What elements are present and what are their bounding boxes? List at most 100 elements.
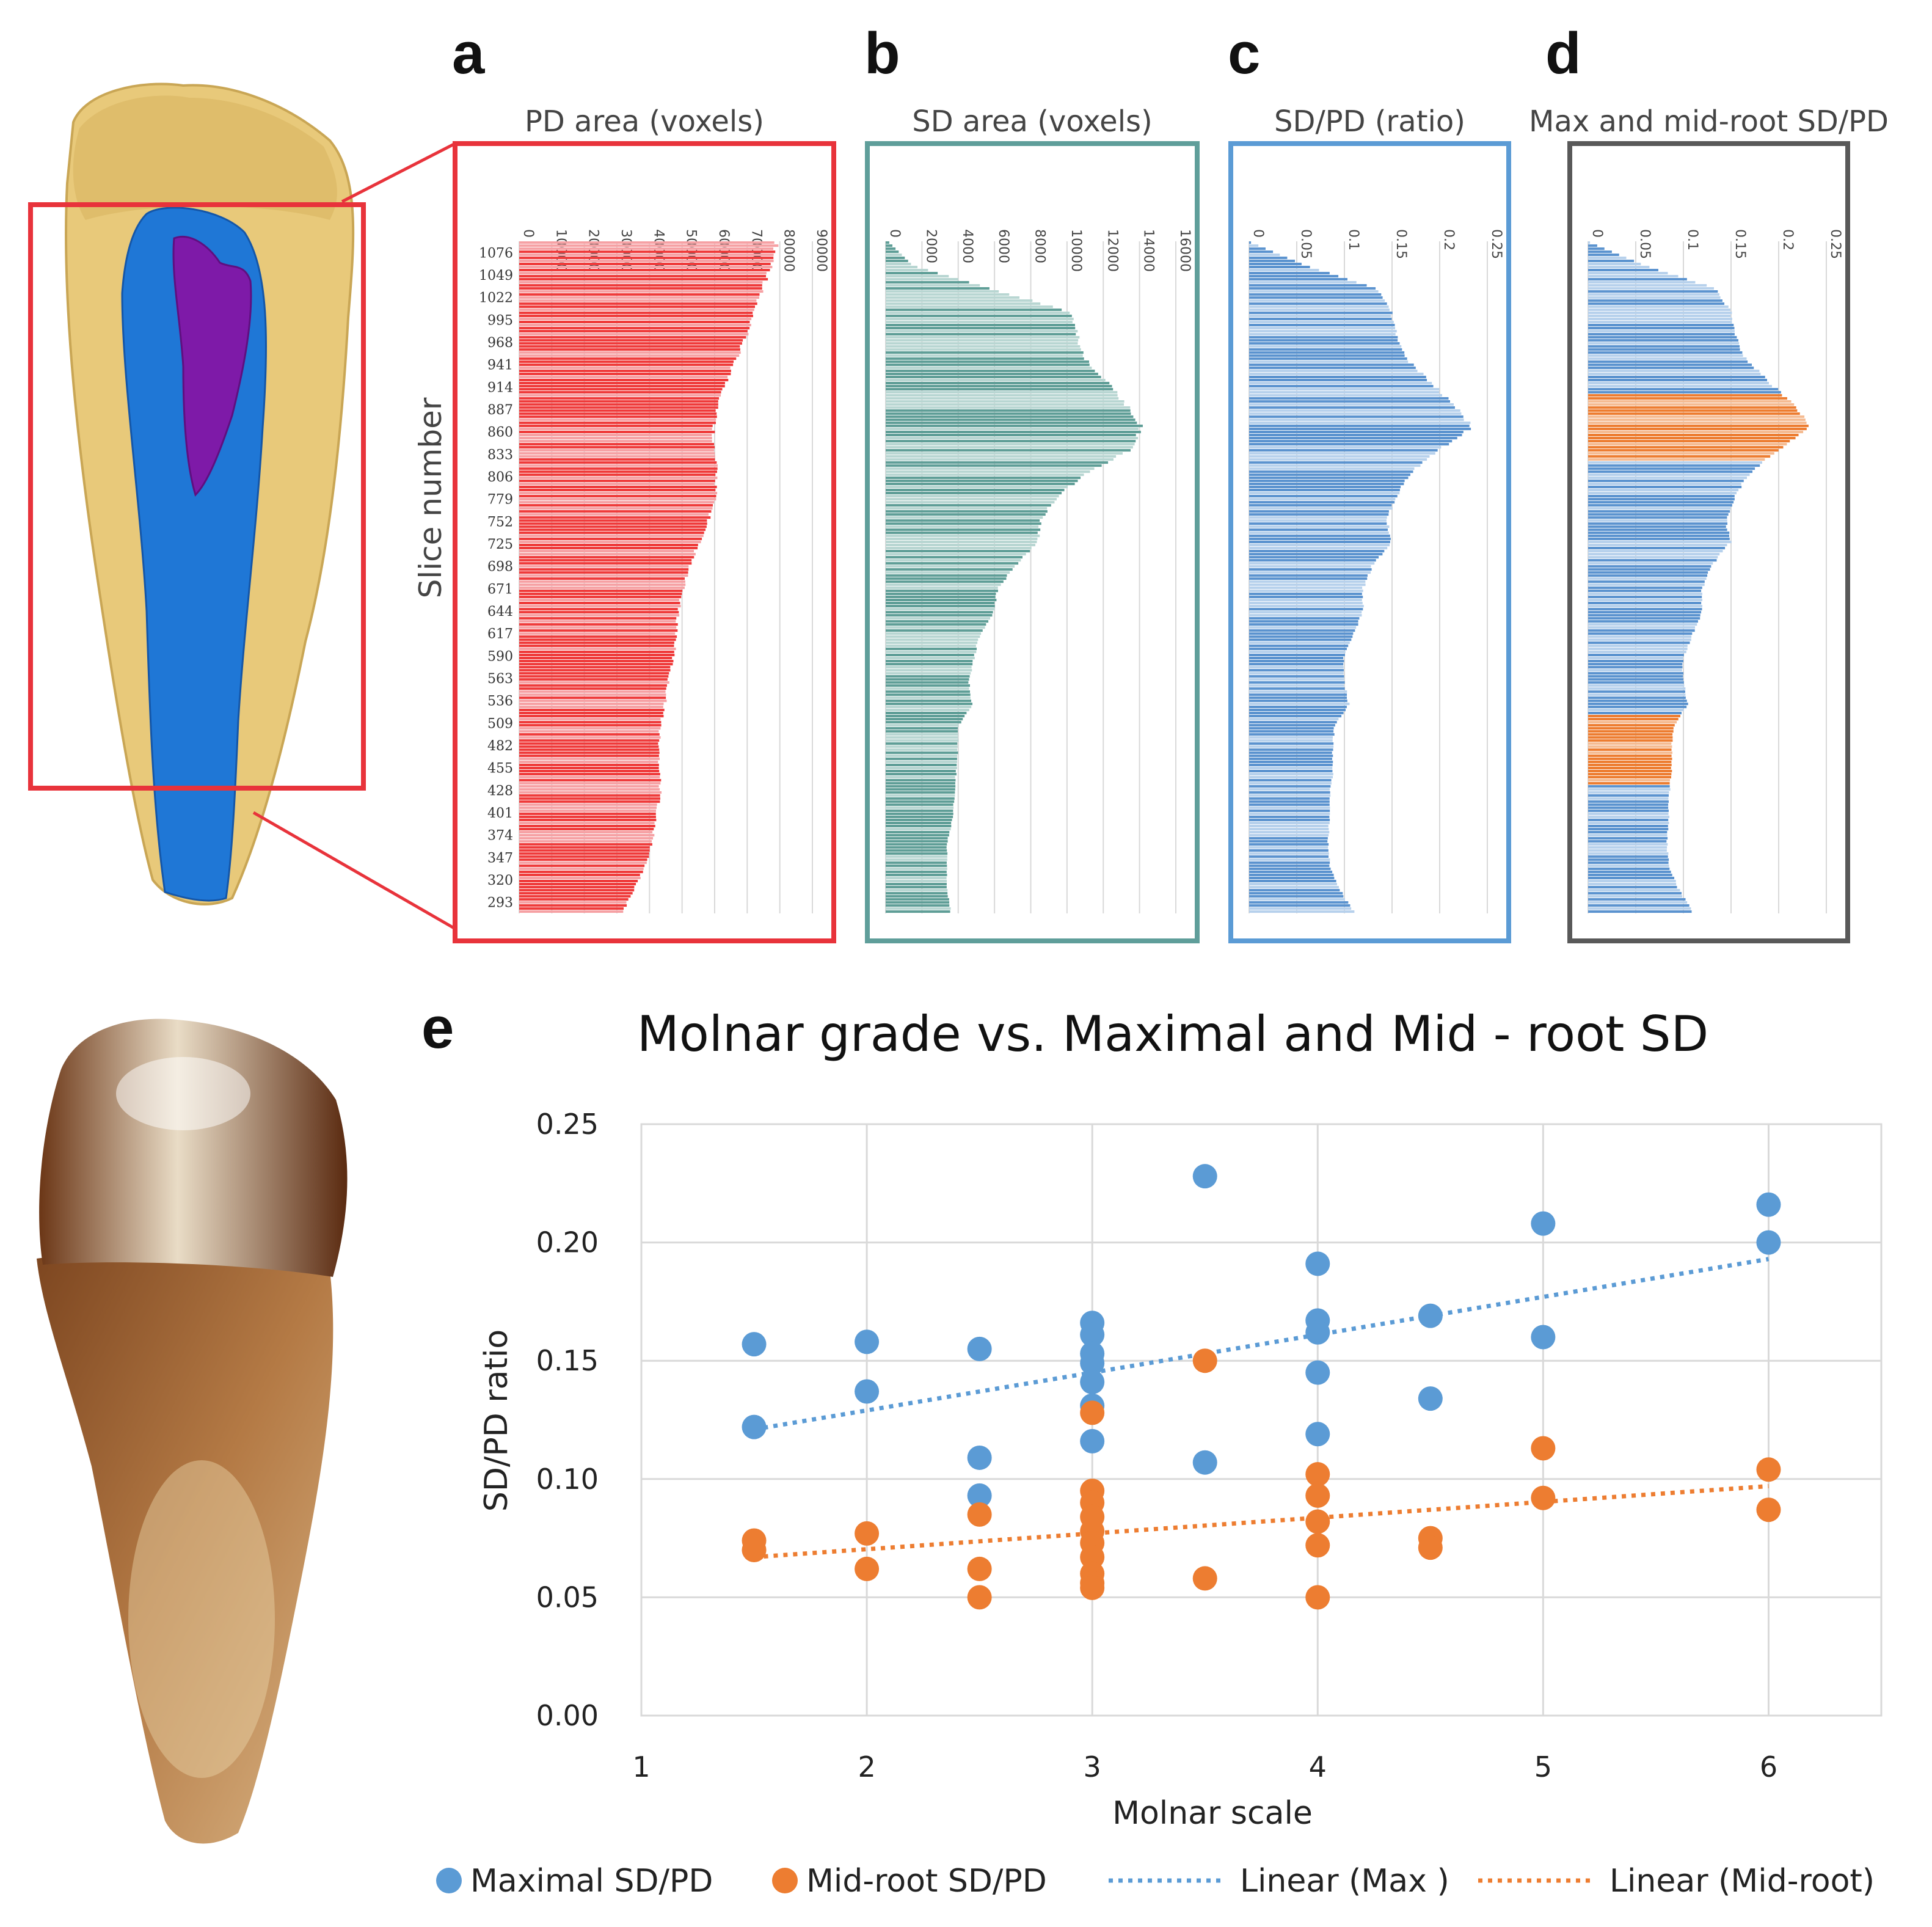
- panel-a-bar: [519, 583, 686, 587]
- panel-a-bar: [519, 675, 669, 678]
- panel-d-bar: [1588, 388, 1779, 391]
- panel-c-bar: [1249, 907, 1352, 910]
- panel-c-bar: [1249, 599, 1362, 602]
- panel-c-bar: [1249, 339, 1398, 342]
- panel-b-bar: [886, 910, 950, 913]
- panel-b-bar: [886, 660, 973, 663]
- legend-label-max: Maximal SD/PD: [470, 1863, 713, 1900]
- panel-b-bar: [886, 480, 1078, 483]
- panel-c-bar: [1249, 794, 1331, 797]
- panel-a-bar: [519, 721, 662, 724]
- panel-d-bar: [1588, 452, 1774, 455]
- panel-a-bar: [519, 693, 666, 697]
- panel-b-tick-label: 16000: [1177, 229, 1192, 272]
- panel-a-bar: [519, 651, 674, 654]
- panel-d-bar: [1588, 748, 1672, 751]
- panel-b-bar: [886, 706, 972, 709]
- panel-a-bar: [519, 645, 674, 648]
- panel-d-bar: [1588, 550, 1723, 553]
- panel-a-bar: [519, 797, 660, 800]
- panel-a-bar: [519, 412, 717, 415]
- panel-b-bar: [886, 318, 1074, 321]
- point-mid: [1305, 1533, 1330, 1558]
- panel-c-bar: [1249, 642, 1350, 645]
- panel-d-bar: [1588, 568, 1710, 571]
- panel-d-bar: [1588, 635, 1692, 638]
- panel-a-bar: [519, 907, 624, 910]
- panel-b-bar: [886, 550, 1030, 553]
- panel-a-bar: [519, 745, 659, 748]
- panel-c-bar: [1249, 712, 1344, 715]
- panel-a-bar: [519, 596, 682, 599]
- panel-d: d Max and mid-root SD/PD 0 0.05 0.1 0.15 0.2 0.…: [1529, 21, 1889, 943]
- panel-c-bar: [1249, 467, 1415, 470]
- panel-c-bar: [1249, 874, 1334, 877]
- panel-a-bar: [519, 309, 754, 312]
- panel-c-bar: [1249, 336, 1398, 339]
- legend-marker-mid: [772, 1868, 798, 1893]
- panel-c-bar: [1249, 620, 1358, 623]
- panel-b-bar: [886, 263, 911, 266]
- panel-c-bar: [1249, 733, 1335, 736]
- panel-a-bar: [519, 360, 734, 364]
- panel-d-bar: [1588, 877, 1675, 880]
- scatter-y-axis-title: SD/PD ratio: [478, 1329, 515, 1512]
- panel-b-tick-label: 4000: [960, 229, 975, 263]
- panel-b-bar: [886, 489, 1065, 492]
- panel-b-bar: [886, 394, 1118, 397]
- panel-a-bar: [519, 648, 676, 651]
- panel-c-bar: [1249, 583, 1366, 587]
- panel-d-bar: [1588, 907, 1691, 910]
- panel-b-bar: [886, 260, 908, 263]
- panel-a-label: a: [452, 21, 485, 86]
- panel-c-bar: [1249, 681, 1345, 684]
- panel-d-bar: [1588, 590, 1702, 593]
- panel-b-bar: [886, 724, 959, 727]
- panel-a-bar: [519, 470, 717, 474]
- panel-b-bar: [886, 828, 951, 831]
- panel-a-bar: [519, 330, 748, 333]
- panel-c-bar: [1249, 700, 1347, 703]
- panel-d-bar: [1588, 904, 1690, 907]
- panel-d-bar: [1588, 684, 1685, 687]
- panel-c-bar: [1249, 825, 1329, 828]
- panel-a-bar: [519, 547, 698, 550]
- panel-b-bar: [886, 241, 889, 244]
- panel-b-bar: [886, 446, 1133, 449]
- scatter-x-tick-label: 3: [1084, 1750, 1101, 1783]
- panel-c-bar: [1249, 840, 1328, 843]
- panel-b-bar: [886, 278, 958, 281]
- scatter-x-tick-label: 6: [1760, 1750, 1777, 1783]
- panel-c-bar: [1249, 577, 1368, 580]
- panel-c-bar: [1249, 742, 1334, 745]
- panel-a-bar: [519, 877, 641, 880]
- panel-d-bar: [1588, 437, 1796, 440]
- panel-a-bar: [519, 455, 715, 458]
- panel-c-bar: [1249, 458, 1427, 461]
- panel-a-bar: [519, 357, 737, 360]
- panel-d-bar: [1588, 642, 1690, 645]
- panel-b-bar: [886, 339, 1079, 342]
- panel-d-bar: [1588, 449, 1779, 452]
- tooth-3d-model: [28, 82, 456, 931]
- panel-c-bar: [1249, 764, 1333, 767]
- panel-b-bar: [886, 247, 896, 250]
- panel-b-bar: [886, 855, 947, 858]
- panel-d-bar: [1588, 669, 1682, 672]
- panel-a-bar: [519, 422, 716, 425]
- panel-d-bar: [1588, 712, 1682, 715]
- panel-d-bar: [1588, 498, 1735, 501]
- panel-a-bar: [519, 806, 657, 810]
- panel-c-bar: [1249, 443, 1449, 446]
- panel-c-bar: [1249, 648, 1347, 651]
- panel-b-bar: [886, 443, 1135, 446]
- panel-c-bar: [1249, 400, 1450, 403]
- panel-d-bar: [1588, 730, 1674, 733]
- panel-a-bar: [519, 351, 741, 354]
- panel-a-bar: [519, 764, 659, 767]
- panel-b-bar: [886, 782, 955, 785]
- panel-c-bar: [1249, 776, 1333, 779]
- point-max: [1305, 1320, 1330, 1345]
- panel-b-label: b: [864, 21, 900, 86]
- panel-b-bar: [886, 745, 958, 748]
